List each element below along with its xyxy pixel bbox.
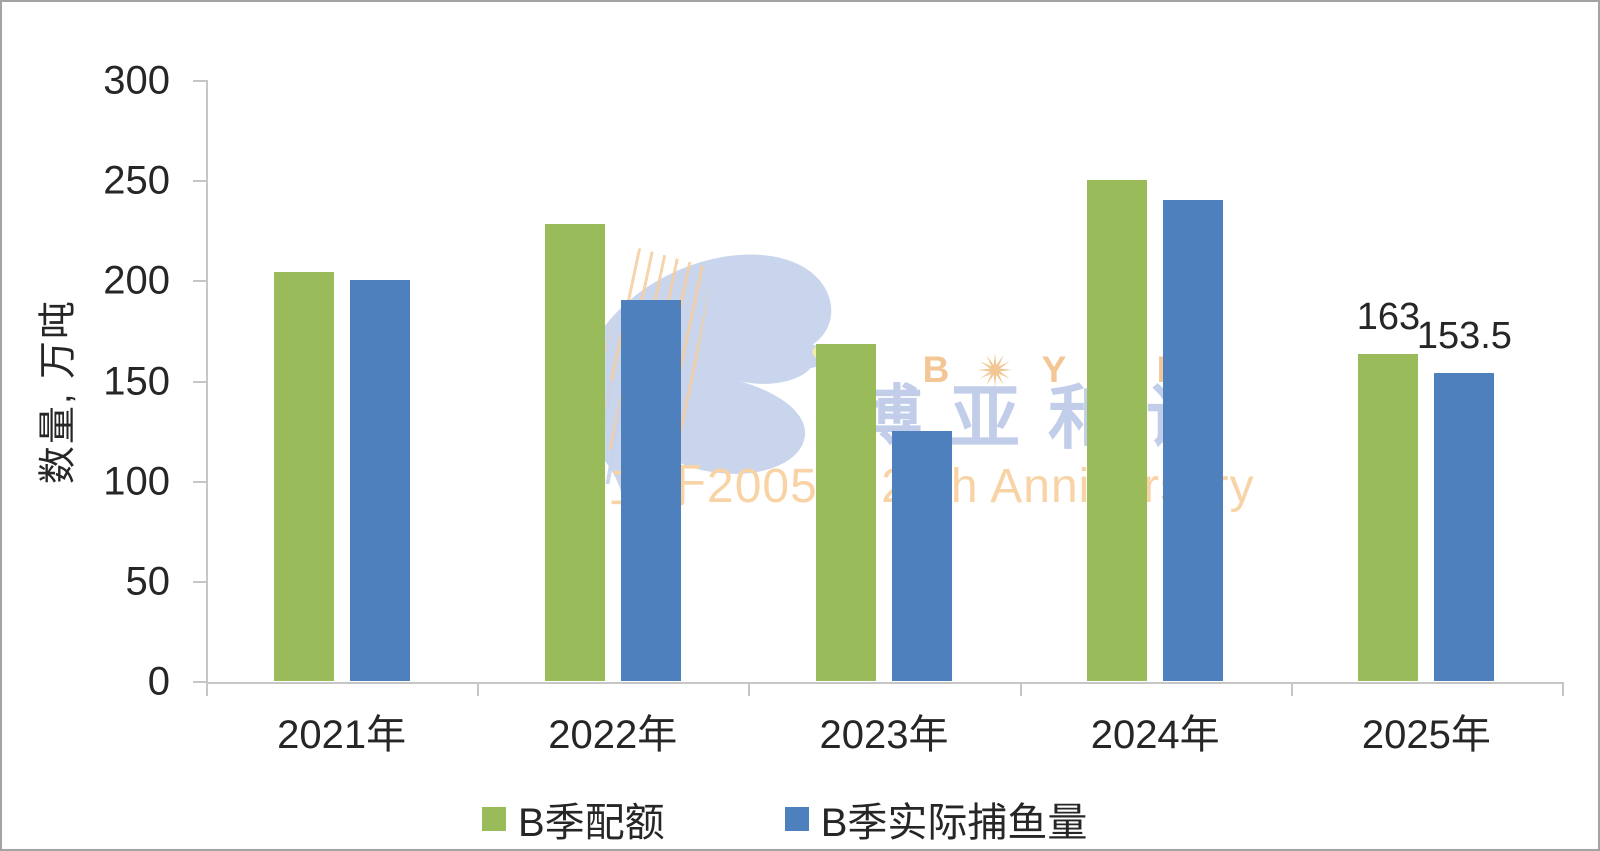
x-tick	[477, 682, 480, 696]
x-tick	[1562, 682, 1564, 696]
x-tick	[206, 682, 208, 696]
bar-quota-2023年	[816, 344, 876, 681]
watermark-letter: Y	[1041, 349, 1067, 390]
legend-label-catch: B季实际捕鱼量	[820, 801, 1088, 845]
x-axis-label: 2022年	[548, 713, 678, 757]
legend: B季配额 B季实际捕鱼量	[482, 790, 1087, 848]
bar-quota-2025年	[1358, 354, 1419, 681]
bar-quota-2024年	[1087, 180, 1148, 681]
y-tick-label: 250	[103, 158, 170, 203]
bar-catch-2022年	[620, 300, 681, 681]
y-tick-label: 150	[103, 359, 170, 403]
bar-catch-2021年	[349, 280, 410, 681]
y-tick	[193, 480, 206, 483]
x-axis-line	[206, 682, 1564, 684]
data-label-catch: 153.5	[1416, 315, 1512, 358]
x-tick	[1290, 682, 1293, 696]
watermark-letter: B	[922, 349, 950, 390]
x-axis-label: 2024年	[1090, 713, 1220, 757]
y-tick	[193, 380, 206, 383]
x-tick	[748, 682, 751, 696]
y-tick	[193, 681, 206, 683]
y-tick-label: 50	[125, 559, 171, 604]
y-tick-label: 200	[103, 258, 170, 303]
data-label-quota: 163	[1356, 296, 1421, 339]
legend-swatch-quota	[482, 807, 506, 831]
y-tick	[193, 580, 206, 583]
y-tick-label: 100	[103, 459, 170, 504]
legend-item-catch: B季实际捕鱼量	[784, 790, 1088, 848]
bar-quota-2022年	[544, 224, 605, 681]
y-tick	[193, 80, 206, 82]
y-tick	[193, 180, 206, 183]
legend-label-quota: B季配额	[518, 801, 665, 845]
starburst-icon	[977, 352, 1013, 388]
y-tick	[193, 280, 206, 283]
y-axis-line	[206, 80, 208, 682]
bar-quota-2021年	[273, 272, 334, 681]
legend-item-quota: B季配额	[482, 790, 665, 848]
x-axis-label: 2025年	[1361, 713, 1491, 757]
y-axis-title: 数量, 万吨	[37, 298, 80, 485]
bar-catch-2023年	[892, 430, 952, 681]
x-tick	[1019, 682, 1022, 696]
bar-catch-2025年	[1434, 373, 1495, 681]
legend-swatch-catch	[784, 807, 809, 831]
x-axis-label: 2021年	[277, 713, 407, 757]
bar-catch-2024年	[1163, 200, 1224, 681]
x-axis-label: 2023年	[819, 713, 949, 757]
y-tick-label: 0	[147, 659, 170, 704]
y-tick-label: 300	[103, 58, 170, 103]
